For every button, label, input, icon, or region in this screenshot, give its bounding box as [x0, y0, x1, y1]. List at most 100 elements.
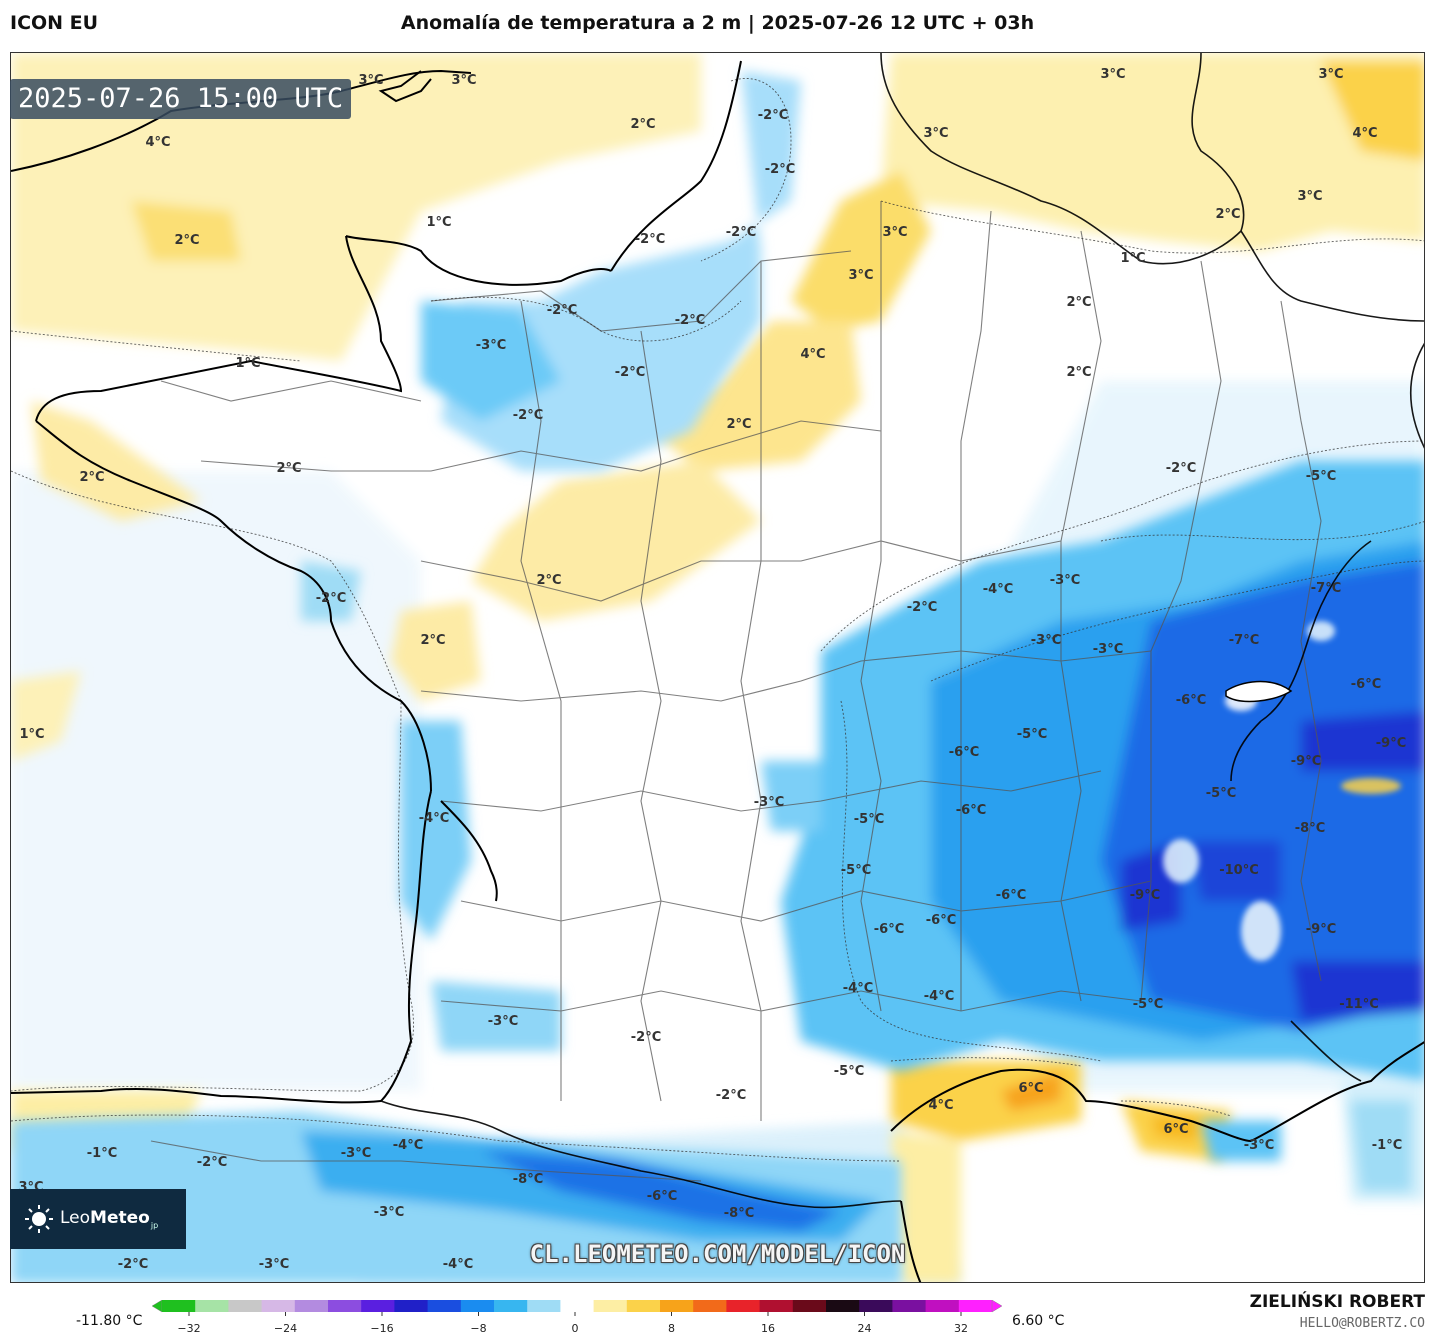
- anomaly-label: 2°C: [1215, 207, 1240, 222]
- anomaly-label: 1°C: [1120, 251, 1145, 266]
- anomaly-label: 3°C: [923, 126, 948, 141]
- colorbar: −32 −24 −16 −8 0 8 16 24 32: [152, 1300, 1002, 1335]
- region-boundaries: [150, 201, 1322, 1182]
- anomaly-label: -3°C: [488, 1014, 518, 1029]
- colorbar-tick-label: −32: [177, 1322, 200, 1335]
- anomaly-label: 2°C: [174, 233, 199, 248]
- anomaly-label: 2°C: [630, 117, 655, 132]
- lake-geneva: [1225, 680, 1293, 703]
- anomaly-label: -2°C: [316, 591, 346, 606]
- anomaly-label: -8°C: [1295, 821, 1325, 836]
- anomaly-label: 3°C: [882, 225, 907, 240]
- anomaly-label: -6°C: [647, 1189, 677, 1204]
- anomaly-label: -9°C: [1130, 888, 1160, 903]
- anomaly-label: 1°C: [426, 215, 451, 230]
- anomaly-label: -3°C: [754, 795, 784, 810]
- anomaly-label: -3°C: [341, 1146, 371, 1161]
- warm-anomaly-areas: [11, 53, 1424, 1282]
- anomaly-label: -3°C: [476, 338, 506, 353]
- anomaly-label: -2°C: [118, 1257, 148, 1272]
- anomaly-label: -4°C: [843, 981, 873, 996]
- anomaly-label: -4°C: [393, 1138, 423, 1153]
- anomaly-label: -9°C: [1306, 922, 1336, 937]
- anomaly-label: 2°C: [79, 470, 104, 485]
- anomaly-label: -5°C: [1306, 469, 1336, 484]
- anomaly-label: -8°C: [724, 1206, 754, 1221]
- anomaly-label: -5°C: [1017, 727, 1047, 742]
- anomaly-label: -9°C: [1291, 754, 1321, 769]
- sun-icon: [25, 1205, 53, 1233]
- colorbar-cell: [693, 1300, 727, 1312]
- author-email[interactable]: HELLO@ROBERTZ.CO: [1299, 1316, 1425, 1331]
- colorbar-cell: [726, 1300, 761, 1312]
- colorbar-cell: [759, 1300, 794, 1312]
- anomaly-label: 2°C: [420, 633, 445, 648]
- anomaly-label: -3°C: [1050, 573, 1080, 588]
- anomaly-label: -5°C: [854, 812, 884, 827]
- colorbar-cell: [460, 1300, 495, 1312]
- colorbar-tick-label: −8: [470, 1322, 486, 1335]
- light-patches: [1163, 621, 1401, 961]
- anomaly-label: -10°C: [1219, 863, 1259, 878]
- anomaly-label: 6°C: [1163, 1122, 1188, 1137]
- anomaly-label: -2°C: [615, 365, 645, 380]
- anomaly-label: -11°C: [1339, 997, 1379, 1012]
- colorbar-cell: [660, 1300, 694, 1312]
- country-borders: [380, 53, 1424, 1209]
- anomaly-label: -2°C: [513, 408, 543, 423]
- anomaly-label: -6°C: [956, 803, 986, 818]
- anomaly-contours: [11, 78, 1424, 1162]
- anomaly-label: 4°C: [928, 1098, 953, 1113]
- colorbar-tick-label: 16: [761, 1322, 775, 1335]
- colorbar-tick-label: 24: [858, 1322, 872, 1335]
- anomaly-label: -6°C: [1351, 677, 1381, 692]
- anomaly-label: -2°C: [907, 600, 937, 615]
- colorbar-min-label: -11.80 °C: [76, 1313, 143, 1329]
- anomaly-label: -2°C: [1166, 461, 1196, 476]
- anomaly-label: 3°C: [1318, 67, 1343, 82]
- colorbar-cell: [162, 1300, 196, 1312]
- anomaly-label: 3°C: [1297, 189, 1322, 204]
- anomaly-label: -5°C: [1133, 997, 1163, 1012]
- leometeo-logo[interactable]: LeoMeteojp: [10, 1189, 186, 1249]
- colorbar-cell: [427, 1300, 462, 1312]
- valid-time-badge: 2025-07-26 15:00 UTC: [10, 79, 352, 119]
- map-canvas: 3°C 3°C 4°C 2°C -2°C -2°C 3°C 3°C 4°C 3°C 3°C 2°C 1°…: [11, 53, 1424, 1282]
- model-name: ICON EU: [10, 12, 99, 34]
- anomaly-label: -5°C: [1206, 786, 1236, 801]
- anomaly-label: -2°C: [197, 1155, 227, 1170]
- anomaly-label: 4°C: [800, 347, 825, 362]
- anomaly-label: -2°C: [765, 162, 795, 177]
- colorbar-max-label: 6.60 °C: [1012, 1313, 1065, 1329]
- colorbar-cell: [826, 1300, 860, 1312]
- colorbar-ticks: −32 −24 −16 −8 0 8 16 24 32: [177, 1312, 968, 1335]
- colorbar-min-arrow: [152, 1300, 163, 1313]
- colorbar-max-arrow: [991, 1300, 1002, 1313]
- anomaly-label: -5°C: [834, 1064, 864, 1079]
- anomaly-label: -2°C: [675, 313, 705, 328]
- anomaly-label: 3°C: [451, 73, 476, 88]
- colorbar-tick-label: 32: [954, 1322, 968, 1335]
- anomaly-label: -2°C: [758, 108, 788, 123]
- anomaly-label: -2°C: [635, 232, 665, 247]
- anomaly-label: -5°C: [841, 863, 871, 878]
- anomaly-label: 2°C: [1066, 295, 1091, 310]
- anomaly-label: 2°C: [1066, 365, 1091, 380]
- colorbar-cell: [195, 1300, 229, 1312]
- anomaly-label: 1°C: [19, 727, 44, 742]
- anomaly-label: 2°C: [276, 461, 301, 476]
- colorbar-cell: [560, 1300, 595, 1312]
- colorbar-cell: [261, 1300, 296, 1312]
- colorbar-cell: [859, 1300, 893, 1312]
- map-title: Anomalía de temperatura a 2 m | 2025-07-…: [400, 12, 1035, 34]
- colorbar-cell: [892, 1300, 927, 1312]
- colorbar-tick-label: 0: [572, 1322, 579, 1335]
- anomaly-label: -3°C: [1244, 1138, 1274, 1153]
- anomaly-label: 3°C: [848, 268, 873, 283]
- anomaly-label: -2°C: [716, 1088, 746, 1103]
- anomaly-label: 2°C: [536, 573, 561, 588]
- colorbar-cell: [361, 1300, 395, 1312]
- anomaly-label: 2°C: [726, 417, 751, 432]
- colorbar-cell: [792, 1300, 827, 1312]
- colorbar-cell: [626, 1300, 661, 1312]
